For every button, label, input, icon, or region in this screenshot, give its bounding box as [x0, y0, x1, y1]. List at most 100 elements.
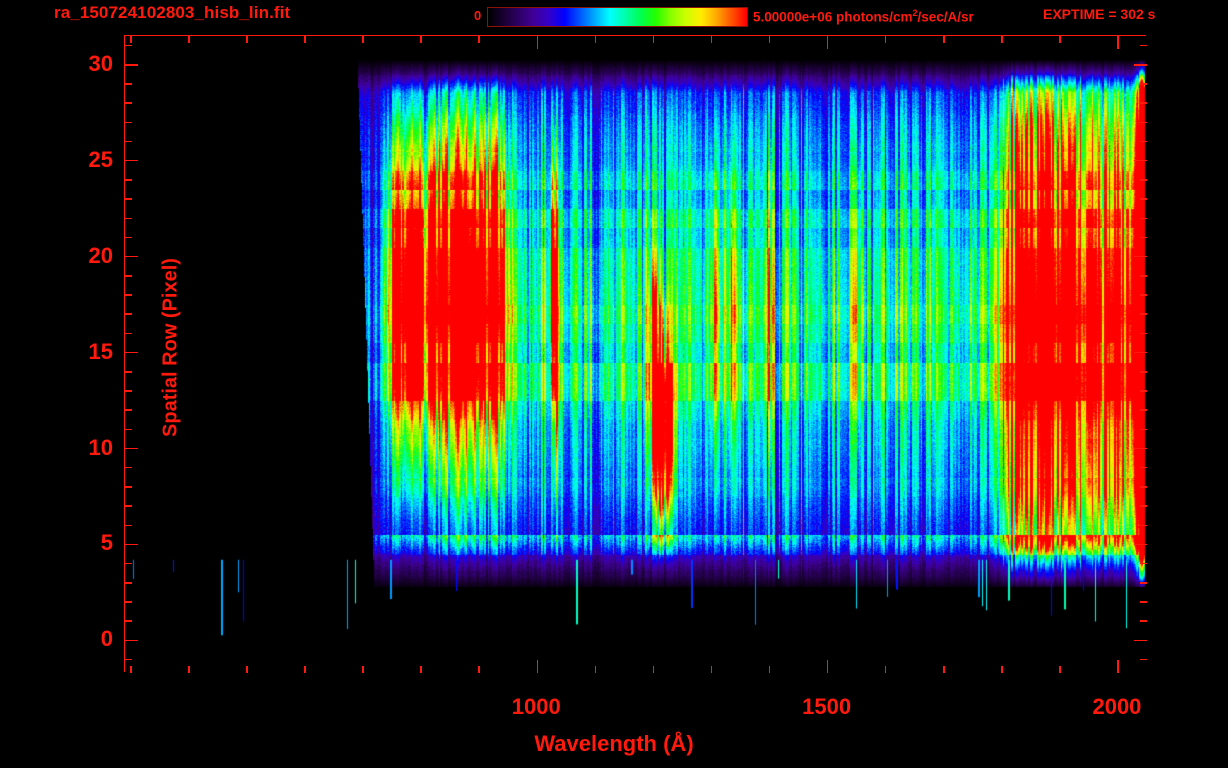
y-axis-tick: [125, 83, 132, 85]
x-axis-tick: [710, 36, 713, 43]
y-axis-tick: [125, 140, 132, 143]
y-axis-tick: [1140, 44, 1147, 47]
y-axis-tick: [125, 390, 132, 392]
y-axis-tick: [125, 601, 132, 603]
y-axis-tick: [125, 371, 132, 373]
y-axis-tick: [125, 505, 132, 507]
y-axis-tick: [125, 121, 132, 124]
plot-frame: Spatial Row (Pixel): [124, 35, 1147, 673]
x-axis-tick: [130, 36, 132, 43]
y-axis-tick: [1140, 524, 1147, 526]
y-axis-tick: [1134, 351, 1147, 354]
y-axis-tick: [125, 582, 132, 584]
y-axis-tick: [1140, 83, 1147, 85]
y-axis-tick: [1140, 102, 1147, 104]
y-axis-tick: [1140, 428, 1147, 431]
y-axis-tick: [125, 236, 132, 239]
y-axis-tick: [1140, 217, 1147, 220]
y-tick-label: 15: [88, 338, 113, 364]
y-axis-tick: [1140, 313, 1147, 315]
y-axis-tick: [1140, 371, 1147, 373]
y-axis-tick: [1140, 582, 1147, 584]
x-axis-tick: [710, 666, 713, 673]
y-tick-label: 0: [100, 626, 113, 652]
exposure-time-label: EXPTIME = 302 s: [1043, 6, 1156, 22]
colorbar-max-label: 5.00000e+06 photons/cm2/sec/A/sr: [753, 8, 974, 25]
y-axis-tick: [1140, 332, 1147, 335]
y-axis-tick: [125, 447, 138, 450]
colorbar-gradient: [488, 8, 747, 26]
y-tick-label: 20: [88, 242, 113, 268]
y-axis-tick: [1140, 409, 1147, 411]
x-axis-tick: [652, 36, 655, 43]
y-axis-tick: [125, 620, 132, 622]
y-tick-label: 25: [88, 146, 113, 172]
x-axis-tick: [826, 660, 829, 673]
colorbar: [487, 7, 748, 27]
x-axis-tick: [478, 36, 480, 43]
x-axis-tick: [246, 666, 248, 673]
y-axis-tick: [1140, 236, 1147, 239]
x-axis-tick: [1059, 666, 1061, 673]
x-axis-tick: [130, 666, 132, 673]
y-axis-tick: [1140, 658, 1147, 661]
x-axis-tick: [943, 36, 945, 43]
x-axis-tick: [420, 36, 422, 43]
y-axis-tick: [1140, 601, 1147, 603]
x-axis-title: Wavelength (Å): [534, 731, 694, 756]
x-axis-tick: [1117, 36, 1119, 49]
y-axis-tick: [125, 524, 132, 526]
x-axis-tick: [1001, 36, 1003, 43]
x-axis-tick: [420, 666, 422, 673]
y-axis-tick: [125, 217, 132, 220]
y-axis-tick: [125, 543, 138, 546]
y-axis-tick: [1140, 198, 1147, 200]
y-axis-tick: [1140, 179, 1147, 181]
y-tick-label: 5: [100, 530, 113, 556]
colorbar-unit-tail: /sec/A/sr: [917, 9, 974, 25]
y-axis-tick: [125, 332, 132, 335]
x-axis-tick: [362, 36, 364, 43]
y-axis-tick: [125, 658, 132, 661]
x-axis-tick: [594, 36, 597, 43]
x-axis-tick: [943, 666, 945, 673]
x-axis-tick: [536, 36, 539, 49]
colorbar-max-value: 5.00000e+06 photons/cm: [753, 9, 913, 25]
y-axis-tick: [125, 294, 132, 296]
x-axis-tick: [304, 36, 306, 43]
x-axis-tick: [884, 666, 887, 673]
x-axis-tick: [1059, 36, 1061, 43]
page-title: ra_150724102803_hisb_lin.fit: [54, 3, 291, 22]
y-axis-tick: [125, 409, 132, 411]
y-axis-tick: [125, 179, 132, 181]
y-axis-tick: [125, 639, 138, 642]
x-axis-tick: [188, 36, 190, 43]
spectrogram-image: [125, 36, 1147, 673]
y-axis-tick: [125, 562, 132, 565]
x-axis-tick: [884, 36, 887, 43]
x-tick-label: 1000: [511, 694, 561, 719]
y-axis-tick: [1140, 294, 1147, 296]
y-axis-tick: [1140, 505, 1147, 507]
y-axis-tick: [125, 159, 138, 162]
y-axis-tick: [1134, 255, 1147, 258]
y-axis-tick: [125, 486, 132, 488]
x-tick-label: 2000: [1092, 694, 1142, 719]
colorbar-min-label: 0: [474, 8, 482, 23]
x-tick-label: 1500: [802, 694, 852, 719]
x-axis-tick: [246, 36, 248, 43]
y-axis-title: Spatial Row (Pixel): [159, 258, 182, 437]
x-axis-tick: [652, 666, 655, 673]
y-axis-tick: [125, 44, 132, 47]
x-axis-tick: [1001, 666, 1003, 673]
y-tick-label: 10: [88, 434, 113, 460]
x-axis-tick: [768, 36, 771, 43]
y-axis-tick: [1140, 140, 1147, 143]
x-axis-tick: [536, 660, 539, 673]
y-axis-tick: [1140, 390, 1147, 392]
y-axis-tick: [1140, 562, 1147, 565]
colorbar-unit-exponent: 2: [912, 8, 918, 18]
y-axis-tick: [1140, 466, 1147, 469]
y-axis-tick: [125, 466, 132, 469]
